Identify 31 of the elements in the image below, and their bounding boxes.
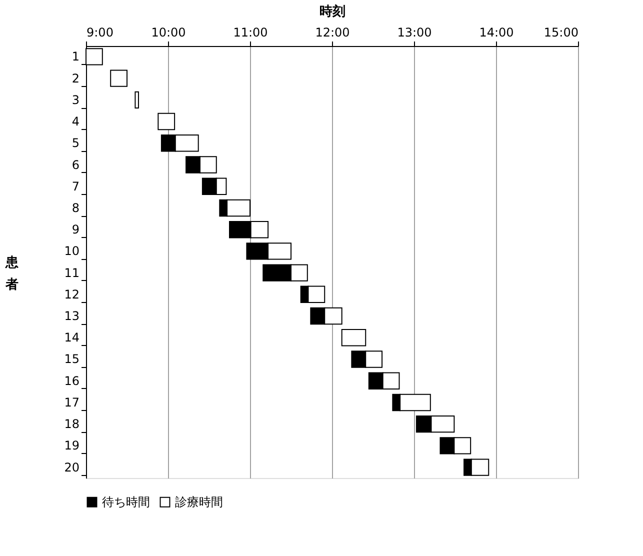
- y-tick-label: 15: [64, 352, 80, 366]
- y-tick-label: 17: [64, 395, 80, 410]
- y-tick-label: 8: [72, 200, 80, 215]
- x-tick-label: 15:00: [544, 26, 578, 40]
- y-tick-label: 7: [72, 179, 80, 194]
- y-tick-label: 11: [64, 266, 80, 280]
- y-tick-label: 9: [72, 222, 80, 237]
- y-tick-label: 6: [72, 158, 80, 172]
- y-tick-label: 16: [64, 374, 80, 388]
- x-tick-label: 11:00: [233, 26, 268, 40]
- y-tick-label: 3: [72, 92, 80, 107]
- y-tick-label: 10: [64, 244, 80, 258]
- y-tick-label: 1: [72, 50, 80, 64]
- x-tick-label: 13:00: [397, 26, 432, 40]
- y-tick-label: 14: [64, 330, 80, 345]
- y-tick-label: 2: [72, 71, 80, 86]
- y-tick-label: 19: [64, 438, 80, 453]
- legend-label: 待ち時間: [102, 495, 150, 510]
- x-tick-label: 14:00: [479, 26, 514, 40]
- y-tick-label: 12: [64, 287, 80, 302]
- legend-label: 診療時間: [175, 495, 223, 510]
- x-tick-label: 10:00: [151, 26, 186, 40]
- y-axis-title: 患者: [4, 254, 20, 292]
- x-axis-title: 時刻: [320, 4, 346, 20]
- y-tick-label: 13: [64, 309, 80, 324]
- y-tick-label: 5: [72, 136, 80, 150]
- y-tick-label: 20: [64, 460, 80, 474]
- y-tick-label: 4: [72, 114, 80, 129]
- x-tick-label: 9:00: [86, 26, 114, 40]
- x-tick-label: 12:00: [315, 26, 350, 40]
- y-tick-label: 18: [64, 417, 80, 432]
